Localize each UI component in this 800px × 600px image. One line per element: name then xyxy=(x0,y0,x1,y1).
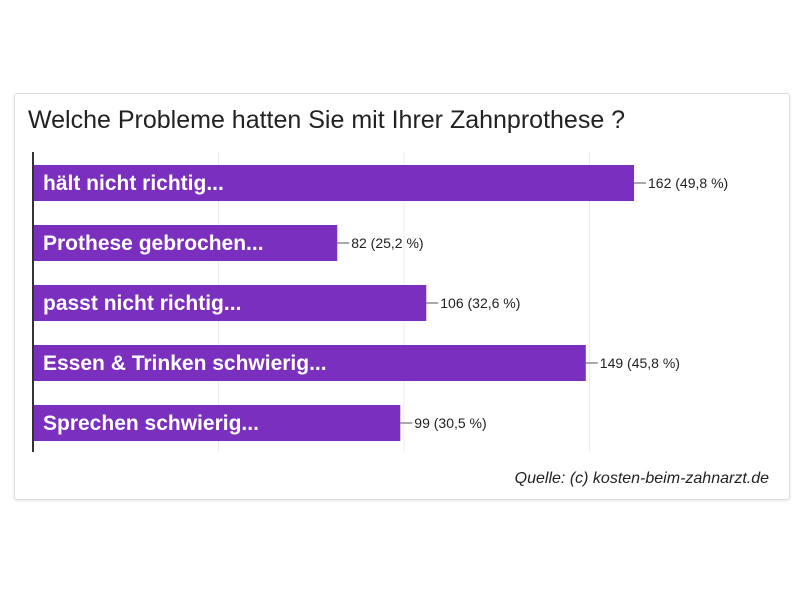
bar-category-label: Sprechen schwierig... xyxy=(43,412,259,435)
source-note: Quelle: (c) kosten-beim-zahnarzt.de xyxy=(514,470,769,487)
chart-title: Welche Probleme hatten Sie mit Ihrer Zah… xyxy=(28,106,626,134)
bar-value-label: 162 (49,8 %) xyxy=(648,175,728,191)
bar xyxy=(34,405,401,441)
bar-category-label: Essen & Trinken schwierig... xyxy=(43,352,327,375)
bar-category-label: hält nicht richtig... xyxy=(43,172,224,195)
bar xyxy=(34,345,586,381)
bar-value-label: 82 (25,2 %) xyxy=(351,235,423,251)
bar xyxy=(34,225,338,261)
bar-value-label: 99 (30,5 %) xyxy=(414,415,486,431)
bar-category-label: Prothese gebrochen... xyxy=(43,232,264,255)
bar-value-label: 106 (32,6 %) xyxy=(440,295,520,311)
bar-category-label: passt nicht richtig... xyxy=(43,292,241,315)
bar xyxy=(34,165,635,201)
bar xyxy=(34,285,427,321)
bars: hält nicht richtig... 162 (49,8 %) Prothes… xyxy=(34,165,728,441)
bar-value-label: 149 (45,8 %) xyxy=(600,355,680,371)
